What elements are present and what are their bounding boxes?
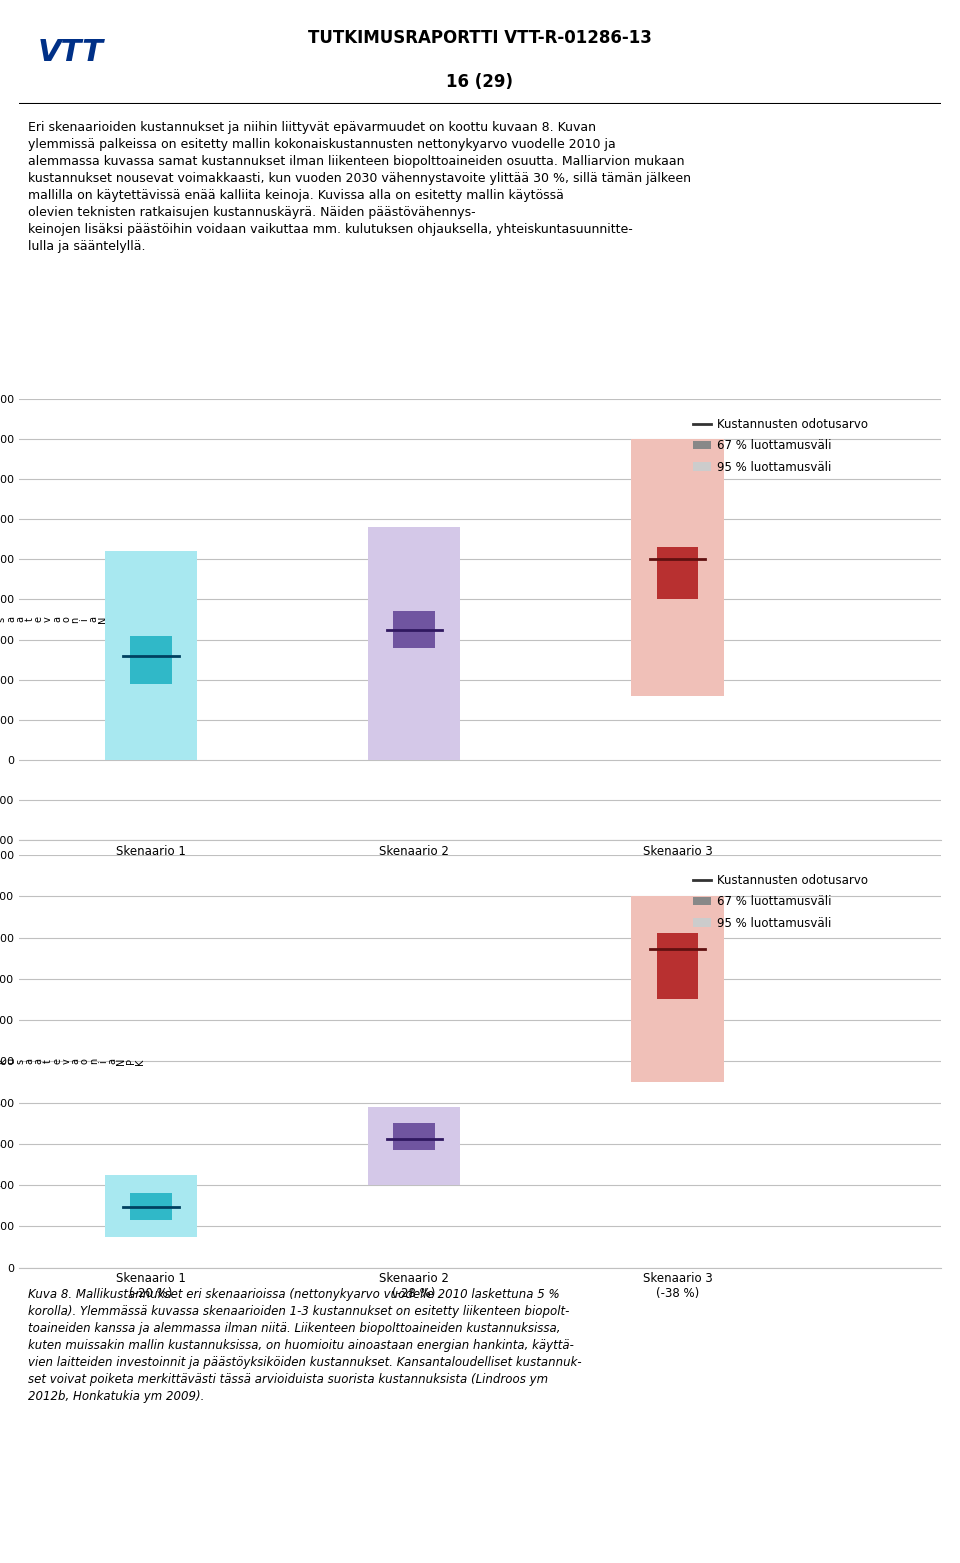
Text: Eri skenaarioiden kustannukset ja niihin liittyvät epävarmuudet on koottu kuvaan: Eri skenaarioiden kustannukset ja niihin… [29,122,691,253]
Legend: Kustannusten odotusarvo, 67 % luottamusväli, 95 % luottamusväli: Kustannusten odotusarvo, 67 % luottamusv… [688,869,873,935]
Bar [394,1124,435,1150]
Bar [131,1193,172,1221]
Legend: Kustannusten odotusarvo, 67 % luottamusväli, 95 % luottamusväli: Kustannusten odotusarvo, 67 % luottamusv… [688,413,873,478]
Text: Kuva 8. Mallikustannukset eri skenaarioissa (nettonykyarvo vuodelle 2010 laskett: Kuva 8. Mallikustannukset eri skenaarioi… [29,1288,582,1402]
Bar [105,1175,197,1236]
Bar [394,611,435,647]
Bar [368,527,460,760]
Bar [657,933,698,999]
Y-axis label: €M
2
3
0
2
t
e
k
u
n
p
a
s
o
k
t
u
k
u
s
a
a
t
e
v
a
o
n
i
a
N
P
K: €M 2 3 0 2 t e k u n p a s o k t u k u s… [0,613,127,627]
Text: 16 (29): 16 (29) [446,73,514,91]
Bar [632,439,724,696]
Y-axis label: g
m
€M
2
3
0
2
t
e
k
u
n
p
a
s
o
k
t
u
k
u
s
a
a
t
e
v
a
o
n
i
a
N
P
K: g m €M 2 3 0 2 t e k u n p a s o k t u k… [0,1053,145,1069]
Bar [368,1107,460,1185]
Bar [657,547,698,599]
Text: VTT: VTT [37,38,104,67]
Bar [131,636,172,683]
Bar [105,552,197,760]
Bar [632,897,724,1082]
Text: TUTKIMUSRAPORTTI VTT-R-01286-13: TUTKIMUSRAPORTTI VTT-R-01286-13 [308,28,652,47]
